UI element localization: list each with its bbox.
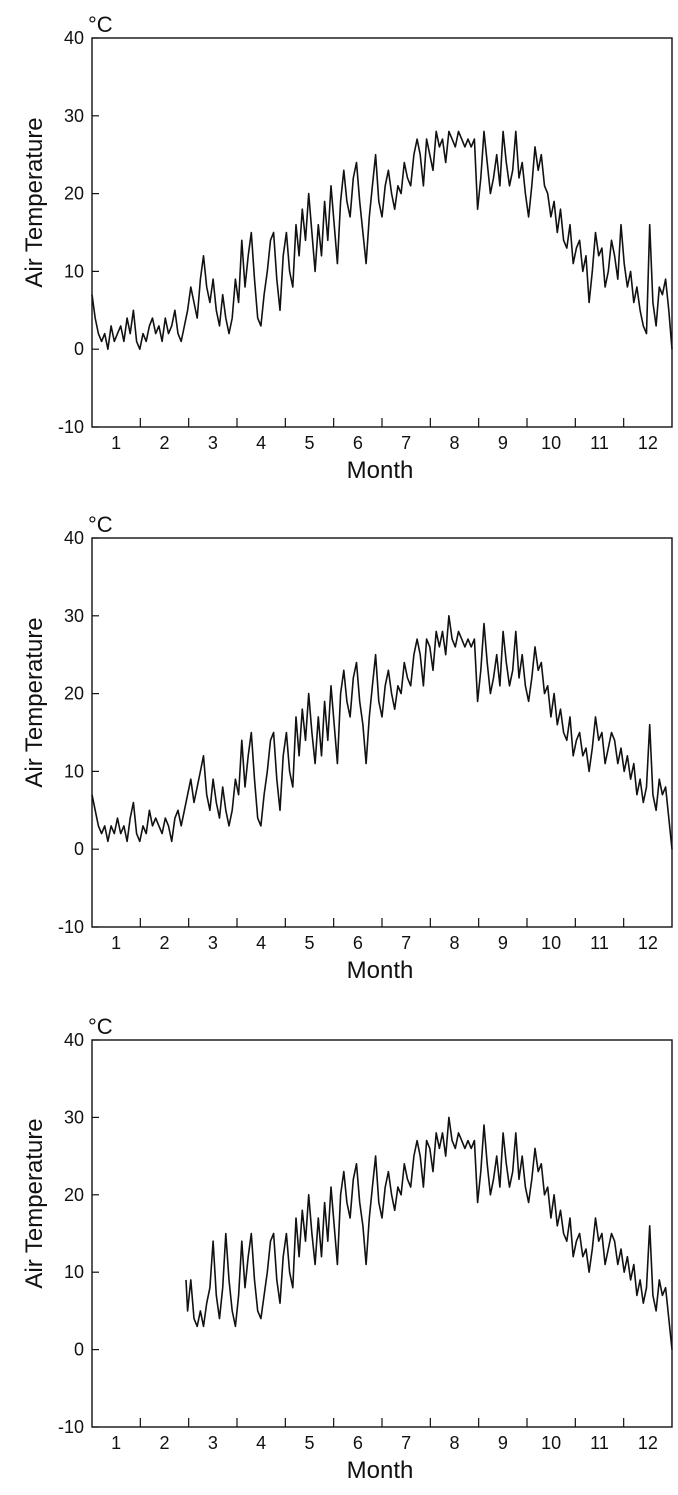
x-tick-label: 1 bbox=[111, 433, 121, 453]
y-tick-label: 10 bbox=[64, 261, 84, 281]
x-tick-label: 8 bbox=[449, 1433, 459, 1453]
unit-label: °C bbox=[88, 512, 113, 537]
x-tick-label: 4 bbox=[256, 1433, 266, 1453]
x-axis-label: Month bbox=[347, 1457, 414, 1484]
y-axis-label: Air Temperature bbox=[21, 117, 48, 287]
y-tick-label: 20 bbox=[64, 684, 84, 704]
x-tick-label: 7 bbox=[401, 933, 411, 953]
y-tick-label: -10 bbox=[58, 917, 84, 937]
x-tick-label: 5 bbox=[304, 933, 314, 953]
x-tick-label: 8 bbox=[449, 933, 459, 953]
x-tick-label: 1 bbox=[111, 933, 121, 953]
x-tick-label: 2 bbox=[159, 433, 169, 453]
x-tick-label: 2 bbox=[159, 933, 169, 953]
y-tick-label: 30 bbox=[64, 1107, 84, 1127]
x-tick-label: 4 bbox=[256, 933, 266, 953]
x-tick-label: 11 bbox=[590, 433, 609, 453]
unit-label: °C bbox=[88, 1014, 113, 1039]
x-tick-label: 12 bbox=[638, 1433, 658, 1453]
x-tick-label: 12 bbox=[638, 933, 658, 953]
x-tick-label: 12 bbox=[638, 433, 658, 453]
x-tick-label: 6 bbox=[353, 933, 363, 953]
x-tick-label: 10 bbox=[541, 433, 561, 453]
x-tick-label: 1 bbox=[111, 1433, 121, 1453]
y-tick-label: 20 bbox=[64, 184, 84, 204]
x-tick-label: 2 bbox=[159, 1433, 169, 1453]
temperature-series-line bbox=[91, 614, 673, 850]
y-tick-label: 10 bbox=[64, 1262, 84, 1282]
x-tick-label: 9 bbox=[498, 933, 508, 953]
x-tick-label: 3 bbox=[208, 1433, 218, 1453]
plot-frame bbox=[91, 37, 673, 428]
y-tick-label: 40 bbox=[64, 1030, 84, 1050]
x-tick-label: 10 bbox=[541, 933, 561, 953]
x-axis-label: Month bbox=[347, 457, 414, 484]
unit-label: °C bbox=[88, 12, 113, 37]
x-tick-label: 11 bbox=[590, 1433, 609, 1453]
x-tick-label: 4 bbox=[256, 433, 266, 453]
x-tick-label: 8 bbox=[449, 433, 459, 453]
x-tick-label: 9 bbox=[498, 1433, 508, 1453]
x-tick-label: 3 bbox=[208, 933, 218, 953]
x-tick-label: 6 bbox=[353, 433, 363, 453]
y-axis-label: Air Temperature bbox=[21, 1118, 48, 1288]
y-tick-label: 20 bbox=[64, 1185, 84, 1205]
y-axis-label: Air Temperature bbox=[21, 617, 48, 787]
x-tick-label: 7 bbox=[401, 1433, 411, 1453]
plot-frame bbox=[91, 537, 673, 928]
y-tick-label: 40 bbox=[64, 28, 84, 48]
temperature-series-line bbox=[185, 1116, 673, 1350]
y-tick-label: -10 bbox=[58, 417, 84, 437]
x-tick-label: 11 bbox=[590, 933, 609, 953]
plot-frame bbox=[91, 1039, 673, 1428]
x-axis-label: Month bbox=[347, 957, 414, 984]
x-tick-label: 5 bbox=[304, 433, 314, 453]
y-tick-label: 0 bbox=[74, 839, 84, 859]
y-tick-label: -10 bbox=[58, 1417, 84, 1437]
y-tick-label: 0 bbox=[74, 1340, 84, 1360]
y-tick-label: 30 bbox=[64, 606, 84, 626]
x-tick-label: 6 bbox=[353, 1433, 363, 1453]
x-tick-label: 7 bbox=[401, 433, 411, 453]
y-tick-label: 10 bbox=[64, 761, 84, 781]
temperature-series-line bbox=[91, 130, 673, 351]
x-tick-label: 3 bbox=[208, 433, 218, 453]
x-tick-label: 10 bbox=[541, 1433, 561, 1453]
y-tick-label: 40 bbox=[64, 528, 84, 548]
y-tick-label: 30 bbox=[64, 106, 84, 126]
x-tick-label: 9 bbox=[498, 433, 508, 453]
y-tick-label: 0 bbox=[74, 339, 84, 359]
x-tick-label: 5 bbox=[304, 1433, 314, 1453]
